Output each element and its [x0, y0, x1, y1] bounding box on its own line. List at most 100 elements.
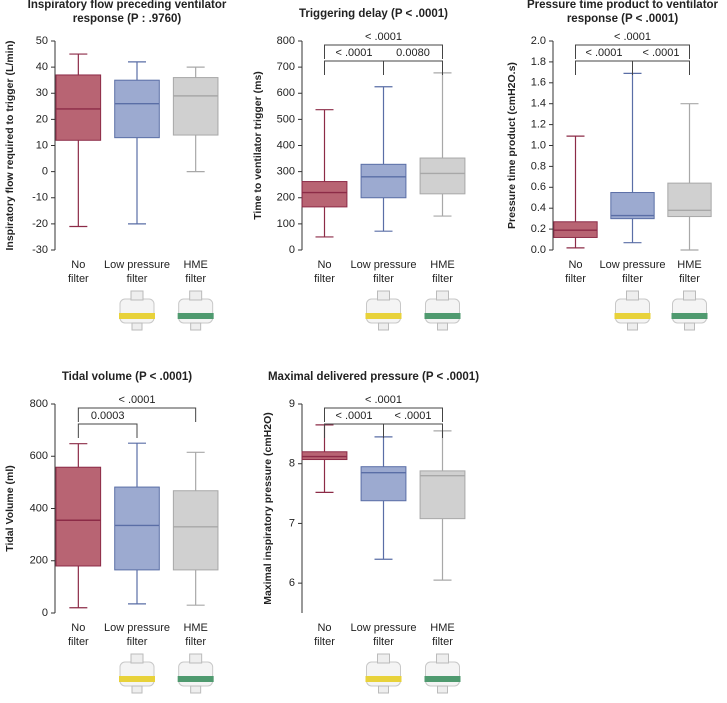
filter-icon-band [614, 313, 651, 319]
significance-label: < .0001 [335, 47, 372, 59]
filter-icon-body [178, 298, 214, 324]
y-tick-label: -20 [32, 218, 48, 230]
significance-label: < .0001 [365, 394, 402, 406]
y-tick-label: 600 [277, 87, 295, 99]
y-tick-label: 30 [36, 87, 48, 99]
filter-icon-band [671, 313, 708, 319]
filter-icon-body [119, 661, 155, 687]
y-tick-label: 0 [42, 166, 48, 178]
filter-icon-port [684, 322, 695, 331]
filter-icon-port [377, 290, 390, 301]
filter-icon-band [424, 313, 461, 319]
filter-icon-body [119, 298, 155, 324]
x-tick-label: Low pressure filter [104, 622, 170, 648]
y-tick-label: 400 [277, 139, 295, 151]
y-tick-label: 50 [36, 35, 48, 47]
filter-icon-port [378, 322, 389, 331]
significance-label: < .0001 [394, 410, 431, 422]
y-tick-label: 0.6 [531, 181, 546, 193]
panel: Inspiratory flow preceding ventilator res… [4, 0, 227, 331]
panel: Tidal volume (P < .0001) Tidal Volume (ml… [4, 371, 219, 694]
box [301, 451, 348, 461]
filter-icon-band [177, 676, 214, 682]
x-tick-label: Low pressure filter [350, 259, 416, 285]
significance-label: 0.0080 [396, 47, 430, 59]
filter-icon-band [365, 313, 402, 319]
filter-icon-body [425, 298, 460, 324]
x-tick-label: HME filter [430, 259, 454, 285]
y-tick-label: 800 [277, 35, 295, 47]
y-tick-label: 9 [289, 398, 295, 410]
x-tick-label: Low pressure filter [350, 622, 416, 648]
significance-bracket [324, 407, 443, 422]
panel: Maximal delivered pressure (P < .0001) Ma… [262, 371, 479, 694]
y-tick-label: 1.2 [531, 119, 546, 131]
filter-icon-band [119, 313, 155, 319]
significance-label: < .0001 [642, 47, 679, 59]
filter-icon-port [436, 653, 449, 664]
filter-icon-port [189, 290, 203, 301]
chart-title: Tidal volume (P < .0001) [62, 371, 192, 383]
significance-bracket [632, 60, 690, 75]
y-tick-label: 0.8 [531, 160, 546, 172]
panel: Triggering delay (P < .0001) Time to vent… [252, 8, 466, 331]
box [610, 192, 655, 220]
x-tick-label: Low pressure filter [599, 259, 665, 285]
significance-label: < .0001 [118, 394, 155, 406]
box [667, 182, 712, 218]
y-tick-label: 20 [36, 113, 48, 125]
box [55, 74, 102, 141]
y-tick-label: 2.0 [531, 35, 546, 47]
y-tick-label: 100 [277, 218, 295, 230]
y-tick-label: 1.8 [531, 56, 546, 68]
filter-icon-body [425, 661, 460, 687]
filter-icon-port [436, 290, 449, 301]
filter-icon-port [437, 322, 448, 331]
significance-bracket [324, 423, 384, 438]
chart-title: Inspiratory flow preceding ventilator [28, 0, 227, 11]
y-axis-label: Pressure time product (cmH2O.s) [506, 62, 518, 229]
filter-icon-port [131, 322, 143, 331]
box [114, 486, 160, 571]
box [55, 466, 102, 567]
filter-icon-port [190, 685, 202, 694]
significance-bracket [383, 423, 443, 438]
box [360, 163, 407, 199]
y-tick-label: 300 [277, 166, 295, 178]
y-axis-label: Time to ventilator trigger (ms) [252, 71, 264, 220]
y-tick-label: 10 [36, 139, 48, 151]
y-tick-label: 800 [30, 398, 48, 410]
chart-title: response (P < .0001) [567, 13, 679, 25]
filter-icon-port [437, 685, 448, 694]
y-tick-label: 500 [277, 113, 295, 125]
y-axis-label: Inspiratory flow required to trigger (L/… [4, 40, 16, 250]
x-tick-label: No filter [314, 622, 335, 648]
filter-icon-port [130, 290, 144, 301]
y-tick-label: 7 [289, 517, 295, 529]
x-tick-label: HME filter [183, 259, 207, 285]
filter-icon-port [627, 322, 638, 331]
filter-icon-band [119, 676, 155, 682]
y-tick-label: 700 [277, 61, 295, 73]
x-tick-label: No filter [314, 259, 335, 285]
box [114, 79, 160, 139]
significance-label: 0.0003 [91, 410, 125, 422]
y-axis-label: Maximal inspiratory pressure (cmH2O) [262, 412, 274, 605]
y-tick-label: 6 [289, 577, 295, 589]
y-tick-label: 400 [30, 502, 48, 514]
y-tick-label: -10 [32, 192, 48, 204]
x-tick-label: HME filter [183, 622, 207, 648]
filter-icon-port [189, 653, 203, 664]
filter-icon-port [130, 653, 144, 664]
filter-icon-body [672, 298, 707, 324]
y-axis-label: Tidal Volume (ml) [4, 465, 16, 552]
filter-icon-body [366, 661, 401, 687]
y-tick-label: 0.2 [531, 223, 546, 235]
box [360, 466, 407, 502]
significance-bracket [575, 44, 690, 59]
significance-label: < .0001 [614, 31, 651, 43]
chart-title: Pressure time product to ventilator [527, 0, 719, 11]
filter-icon-band [365, 676, 402, 682]
significance-label: < .0001 [365, 31, 402, 43]
